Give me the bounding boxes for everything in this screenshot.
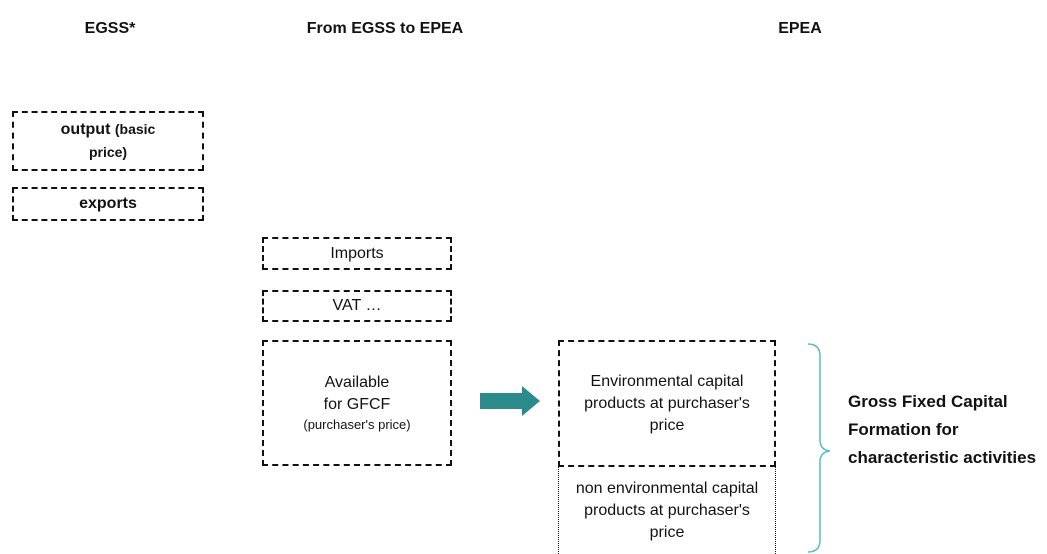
vat-box: VAT … bbox=[262, 290, 452, 322]
arrow bbox=[480, 386, 540, 416]
brace bbox=[807, 343, 831, 553]
exports-box: exports bbox=[12, 187, 204, 221]
box-label: Imports bbox=[330, 244, 384, 262]
nonenv-box: non environmental capital products at pu… bbox=[558, 467, 776, 554]
imports-box: Imports bbox=[262, 237, 452, 270]
brace-label: Gross Fixed Capital Formation for charac… bbox=[848, 392, 1037, 467]
box-label: exports bbox=[79, 195, 137, 212]
box-note: (purchaser's price) bbox=[303, 417, 411, 432]
header: From EGSS to EPEA bbox=[306, 20, 464, 37]
box-label: output bbox=[60, 121, 111, 138]
box-note: (basic price) bbox=[88, 121, 156, 160]
box-label: non environmental capital products at pu… bbox=[575, 479, 759, 541]
header: EGSS* bbox=[84, 20, 136, 37]
output-box: output (basic price) bbox=[12, 111, 204, 171]
available-box: Available for GFCF (purchaser's price) bbox=[262, 340, 452, 466]
header: EPEA bbox=[778, 20, 822, 37]
box-label: Environmental capital products at purcha… bbox=[584, 372, 750, 434]
box-label: VAT … bbox=[332, 297, 382, 314]
env-box: Environmental capital products at purcha… bbox=[558, 340, 776, 467]
box-label: Available for GFCF bbox=[323, 374, 391, 413]
